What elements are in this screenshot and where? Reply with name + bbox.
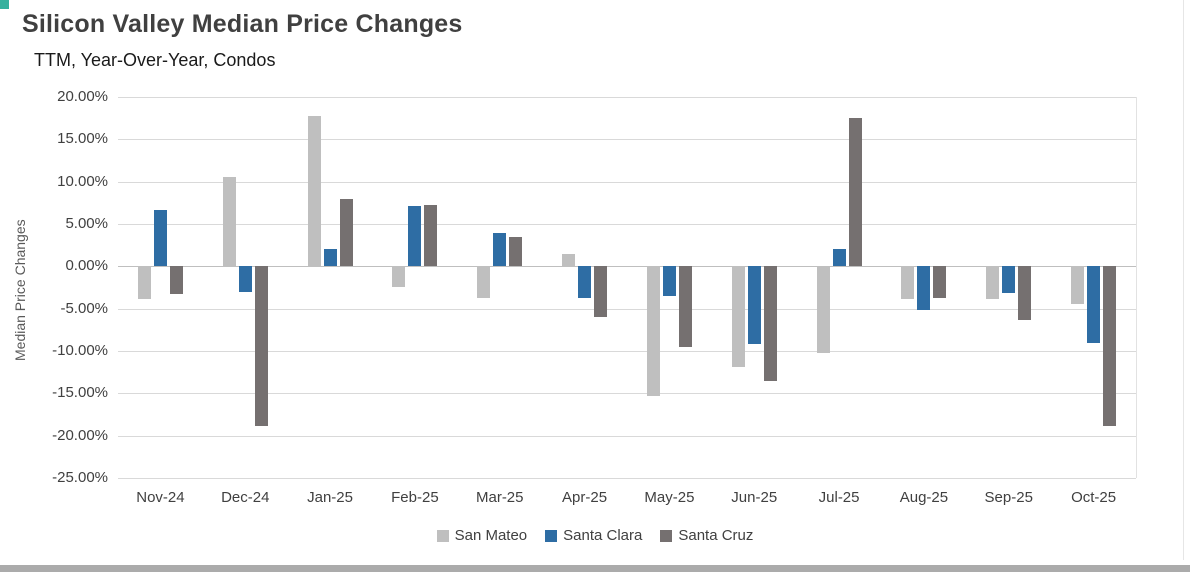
bar-santa-cruz xyxy=(509,236,523,267)
legend-swatch xyxy=(660,529,673,542)
gridline xyxy=(118,224,1136,225)
gridline xyxy=(118,435,1136,437)
legend-item-santa-clara: Santa Clara xyxy=(545,527,642,544)
legend-label: San Mateo xyxy=(454,527,528,544)
y-tick-label: -5.00% xyxy=(60,299,108,317)
bar-santa-cruz xyxy=(1103,266,1117,426)
bar-santa-cruz xyxy=(933,266,947,298)
gridline xyxy=(118,351,1136,352)
bar-san-mateo xyxy=(477,266,491,298)
y-tick-label: 20.00% xyxy=(57,88,108,105)
bar-santa-clara xyxy=(1087,266,1101,343)
bar-san-mateo xyxy=(986,266,1000,299)
gridline xyxy=(118,181,1136,183)
x-tick-label: Apr-25 xyxy=(562,489,608,506)
corner-accent xyxy=(0,0,9,9)
bar-santa-cruz xyxy=(848,118,862,267)
y-tick-label: -20.00% xyxy=(52,426,108,444)
bar-santa-cruz xyxy=(424,205,438,267)
legend-label: Santa Clara xyxy=(563,527,643,544)
gridline xyxy=(118,308,1136,310)
x-tick-label: Aug-25 xyxy=(899,489,949,506)
y-tick-label: 0.00% xyxy=(65,257,108,275)
bar-santa-clara xyxy=(747,266,761,345)
y-tick-label: -15.00% xyxy=(52,384,108,402)
y-tick-label: 10.00% xyxy=(57,172,108,190)
gridline xyxy=(118,139,1136,141)
bar-santa-clara xyxy=(153,209,167,267)
bar-santa-clara xyxy=(662,266,676,296)
bar-san-mateo xyxy=(646,266,660,396)
y-tick-label: 15.00% xyxy=(57,130,108,148)
bar-san-mateo xyxy=(307,116,321,267)
gridline xyxy=(118,97,1136,98)
legend-item-santa-cruz: Santa Cruz xyxy=(660,527,753,544)
legend-swatch xyxy=(545,529,558,542)
y-axis-title: Median Price Changes xyxy=(12,219,28,361)
window-bottom-edge xyxy=(0,565,1190,572)
x-tick-label: Mar-25 xyxy=(475,489,524,506)
bar-santa-clara xyxy=(493,233,507,267)
chart-title: Silicon Valley Median Price Changes xyxy=(22,10,463,38)
bar-san-mateo xyxy=(392,266,406,288)
x-tick-label: Nov-24 xyxy=(136,489,185,506)
bar-santa-clara xyxy=(578,266,592,298)
legend-item-san-mateo: San Mateo xyxy=(436,527,528,544)
x-tick-label: Oct-25 xyxy=(1071,489,1117,506)
gridline xyxy=(118,393,1136,395)
x-tick-label: Jan-25 xyxy=(307,489,353,506)
y-tick-label: 5.00% xyxy=(65,215,108,232)
x-tick-label: Jul-25 xyxy=(818,489,860,506)
legend: San Mateo Santa Clara Santa Cruz xyxy=(0,527,1190,544)
bar-santa-clara xyxy=(323,249,337,267)
legend-label: Santa Cruz xyxy=(678,527,754,544)
bar-santa-cruz xyxy=(594,266,608,318)
x-tick-label: Feb-25 xyxy=(391,489,439,506)
bar-san-mateo xyxy=(222,176,236,267)
bar-san-mateo xyxy=(901,266,915,299)
gridline xyxy=(118,478,1136,479)
plot-area xyxy=(118,97,1137,479)
bar-santa-clara xyxy=(238,266,252,292)
x-tick-label: May-25 xyxy=(644,489,695,506)
bar-san-mateo xyxy=(1071,266,1085,305)
bar-santa-clara xyxy=(917,266,931,311)
zero-axis-line xyxy=(118,266,1136,268)
x-tick-label: Sep-25 xyxy=(984,489,1033,506)
bar-santa-clara xyxy=(408,206,422,267)
bar-san-mateo xyxy=(562,253,576,267)
bar-santa-cruz xyxy=(339,198,353,267)
bar-san-mateo xyxy=(816,266,830,353)
bar-san-mateo xyxy=(731,266,745,368)
bar-santa-clara xyxy=(1002,266,1016,293)
bar-santa-cruz xyxy=(254,266,268,427)
window-right-edge xyxy=(1183,0,1184,560)
bar-santa-cruz xyxy=(763,266,777,381)
legend-swatch xyxy=(436,529,449,542)
x-tick-label: Dec-24 xyxy=(221,489,270,506)
x-tick-label: Jun-25 xyxy=(731,489,778,506)
chart-subtitle: TTM, Year-Over-Year, Condos xyxy=(34,50,276,70)
bar-santa-clara xyxy=(832,249,846,267)
y-tick-label: -25.00% xyxy=(52,469,108,486)
bar-santa-cruz xyxy=(1018,266,1032,320)
bar-san-mateo xyxy=(137,266,151,299)
bar-santa-cruz xyxy=(678,266,692,347)
bar-santa-cruz xyxy=(169,266,183,295)
y-tick-label: -10.00% xyxy=(52,342,108,359)
